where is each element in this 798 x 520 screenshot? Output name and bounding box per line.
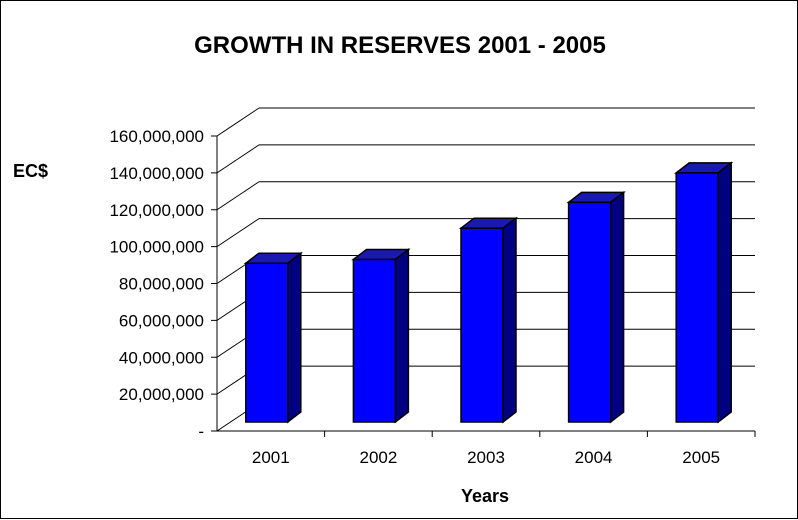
x-tick-label: 2005 — [682, 448, 720, 467]
gridline — [216, 181, 755, 211]
y-tick-label: 60,000,000 — [119, 311, 204, 330]
bar-side — [609, 190, 625, 424]
bar-side — [287, 251, 302, 424]
x-tick-labels: 2001 2002 2003 2004 2005 — [252, 448, 720, 467]
x-tick-label: 2003 — [467, 448, 505, 467]
bar-front — [352, 258, 397, 423]
y-tick-label: 100,000,000 — [109, 238, 204, 257]
bar-front — [245, 262, 289, 423]
bar-side — [717, 161, 732, 424]
bar-front — [460, 227, 504, 423]
y-tick-labels: - 20,000,000 40,000,000 60,000,000 80,000,00… — [109, 127, 204, 441]
y-axis-title: EC$ — [13, 161, 48, 181]
gridline — [216, 107, 755, 137]
bar-side — [502, 216, 517, 424]
y-tick-label: 120,000,000 — [109, 201, 204, 220]
bar-front — [567, 201, 612, 423]
bar-2003 — [458, 216, 519, 424]
x-tick-label: 2002 — [359, 448, 397, 467]
bars — [243, 161, 734, 424]
y-tick-label: 140,000,000 — [109, 164, 204, 183]
y-tick-label: - — [198, 422, 204, 441]
x-tick-label: 2001 — [252, 448, 290, 467]
y-tick-label: 40,000,000 — [119, 348, 204, 367]
bar-2002 — [351, 248, 411, 424]
bar-side — [394, 248, 410, 424]
axes — [211, 135, 756, 437]
gridline — [216, 144, 755, 174]
x-axis-title: Years — [461, 486, 509, 506]
y-tick-label: 160,000,000 — [109, 127, 204, 146]
bar-front — [675, 172, 719, 423]
y-tick-label: 20,000,000 — [119, 385, 204, 404]
bar-2005 — [673, 161, 734, 424]
y-tick-label: 80,000,000 — [119, 275, 204, 294]
x-tick-label: 2004 — [575, 448, 613, 467]
bar-2004 — [566, 190, 626, 424]
chart-title: GROWTH IN RESERVES 2001 - 2005 — [194, 32, 606, 59]
bar-2001 — [243, 251, 304, 424]
